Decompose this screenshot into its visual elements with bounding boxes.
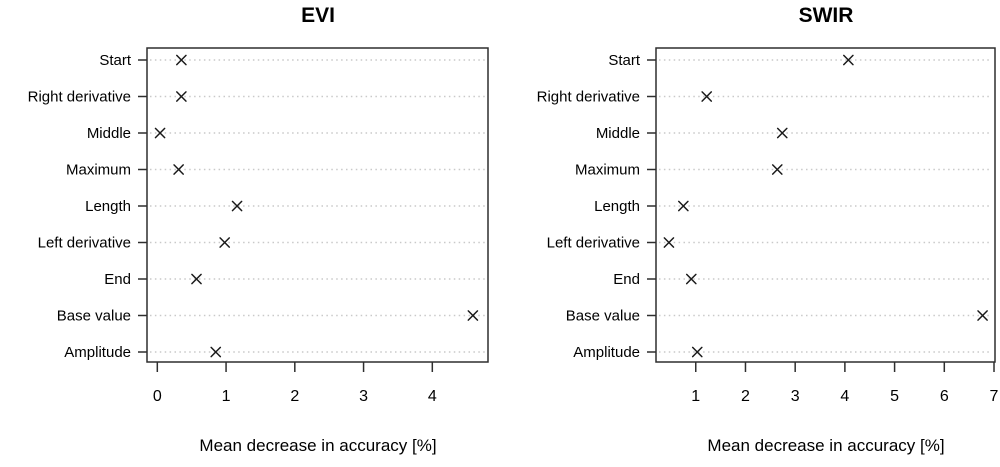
data-point-marker	[176, 91, 187, 102]
plot-content: Start Right derivative Middle Maximum Length…	[28, 52, 485, 405]
category-label: Right derivative	[28, 89, 131, 106]
category-label: Amplitude	[64, 344, 131, 361]
category-label: Length	[594, 198, 640, 215]
category-label: End	[613, 271, 640, 288]
data-point-marker	[776, 127, 788, 139]
category-label: Start	[608, 52, 641, 69]
data-point-marker	[977, 310, 988, 321]
plot-area	[146, 47, 489, 363]
category-label: End	[104, 271, 131, 288]
data-point-marker	[701, 91, 713, 102]
data-point-marker	[210, 346, 222, 358]
data-point-marker	[843, 54, 854, 66]
category-label: Maximum	[575, 162, 640, 179]
data-point-marker	[677, 200, 689, 212]
data-point-marker	[176, 54, 187, 66]
x-tick-label: 6	[940, 388, 949, 405]
category-label: Length	[85, 198, 131, 215]
x-tick-label: 3	[791, 388, 800, 405]
category-label: Amplitude	[573, 344, 640, 361]
chart-panel-swir: SWIR Start Right derivative Middle Maximum L…	[537, 4, 999, 455]
category-label: Start	[99, 52, 132, 69]
data-point-marker	[231, 200, 243, 212]
chart-panel-evi: EVI Start Right derivative Middle Maximum Le…	[28, 4, 489, 455]
data-point-marker	[173, 164, 184, 175]
plot-content: Start Right derivative Middle Maximum Length…	[537, 52, 999, 405]
category-label: Left derivative	[38, 235, 131, 252]
category-label: Base value	[566, 308, 640, 325]
category-label: Base value	[57, 308, 131, 325]
data-point-marker	[663, 237, 675, 248]
category-label: Maximum	[66, 162, 131, 179]
x-tick-label: 5	[890, 388, 899, 405]
data-point-marker	[771, 164, 783, 175]
data-point-marker	[467, 310, 479, 321]
data-point-marker	[219, 237, 231, 248]
x-tick-label: 1	[222, 388, 231, 405]
x-tick-label: 1	[691, 388, 700, 405]
category-label: Left derivative	[547, 235, 640, 252]
x-tick-label: 4	[428, 388, 437, 405]
x-axis-label: Mean decrease in accuracy [%]	[199, 436, 436, 455]
data-point-marker	[154, 127, 166, 139]
x-tick-label: 0	[153, 388, 162, 405]
x-tick-label: 2	[290, 388, 299, 405]
category-label: Middle	[87, 125, 131, 142]
data-point-marker	[191, 273, 202, 285]
x-tick-label: 3	[359, 388, 368, 405]
chart-title: EVI	[301, 4, 335, 27]
data-point-marker	[691, 346, 703, 358]
data-point-marker	[685, 273, 697, 285]
category-label: Middle	[596, 125, 640, 142]
plot-area	[655, 47, 996, 363]
x-tick-label: 7	[990, 388, 999, 405]
chart-title: SWIR	[799, 4, 854, 27]
x-tick-label: 4	[840, 388, 849, 405]
category-label: Right derivative	[537, 89, 640, 106]
x-axis-label: Mean decrease in accuracy [%]	[707, 436, 944, 455]
x-tick-label: 2	[741, 388, 750, 405]
